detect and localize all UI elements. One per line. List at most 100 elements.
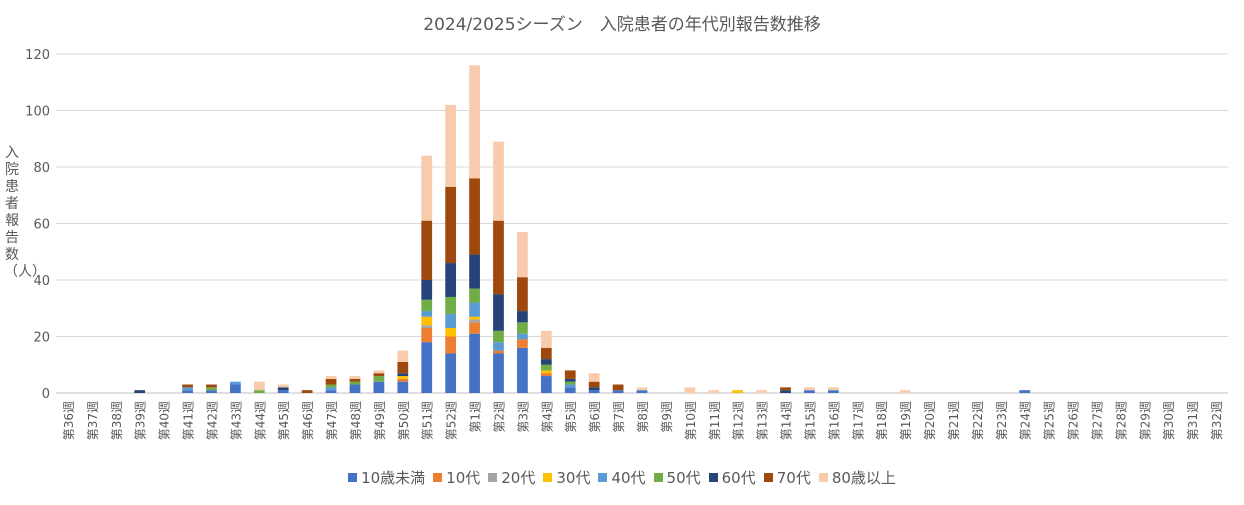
legend-item: 30代 bbox=[543, 467, 590, 488]
legend-label: 50代 bbox=[666, 469, 701, 487]
bar-segment bbox=[206, 384, 217, 388]
legend-item: 40代 bbox=[598, 467, 646, 488]
legend-swatch bbox=[763, 473, 773, 482]
bar-segment bbox=[636, 387, 648, 391]
bar-segment bbox=[469, 254, 480, 289]
bar-segment bbox=[253, 390, 265, 393]
bar-segment bbox=[421, 328, 433, 343]
x-tick-label: 第31週 bbox=[1186, 401, 1200, 440]
bar-segment bbox=[564, 387, 576, 393]
legend-item: 10歳未満 bbox=[348, 467, 425, 488]
legend-label: 30代 bbox=[556, 469, 591, 487]
bar-segment bbox=[349, 381, 361, 385]
x-tick-label: 第29週 bbox=[1138, 401, 1152, 440]
x-tick-label: 第32週 bbox=[1210, 401, 1224, 440]
bar-segment bbox=[780, 390, 791, 393]
bar-segment bbox=[493, 342, 504, 351]
bar-segment bbox=[564, 378, 576, 382]
x-tick-label: 第3週 bbox=[516, 401, 530, 433]
bar-segment bbox=[253, 381, 265, 391]
x-tick-label: 第41週 bbox=[182, 401, 196, 440]
bar-segment bbox=[182, 384, 193, 388]
bar-segment bbox=[349, 378, 361, 382]
bar-segment bbox=[540, 330, 552, 348]
bar-segment bbox=[373, 381, 385, 393]
bar-segment bbox=[230, 384, 241, 393]
bar-segment bbox=[445, 186, 457, 264]
bar-segment bbox=[588, 373, 600, 382]
bar-segment bbox=[325, 387, 337, 391]
bar-segment bbox=[469, 316, 480, 320]
bar-segment bbox=[540, 373, 552, 377]
legend-label: 60代 bbox=[721, 469, 756, 487]
bar-segment bbox=[397, 350, 409, 362]
bar-segment bbox=[588, 387, 600, 391]
x-tick-label: 第42週 bbox=[205, 401, 219, 440]
bar-segment bbox=[493, 294, 504, 331]
bar-segment bbox=[732, 390, 744, 393]
legend-label: 80歳以上 bbox=[831, 469, 896, 487]
bar-segment bbox=[397, 361, 409, 374]
legend-label: 10代 bbox=[446, 469, 481, 487]
x-tick-label: 第48週 bbox=[349, 401, 363, 440]
chart-title: 2024/2025シーズン 入院患者の年代別報告数推移 bbox=[423, 15, 821, 35]
x-tick-label: 第24週 bbox=[1019, 401, 1033, 440]
x-tick-label: 第38週 bbox=[110, 401, 124, 440]
x-tick-label: 第46週 bbox=[301, 401, 315, 440]
x-tick-label: 第13週 bbox=[756, 401, 770, 440]
y-tick-label: 100 bbox=[25, 105, 50, 120]
legend-item: 70代 bbox=[763, 467, 811, 488]
x-tick-label: 第23週 bbox=[995, 401, 1009, 440]
bar-segment bbox=[134, 390, 146, 393]
bar-segment bbox=[325, 376, 337, 379]
bar-segment bbox=[325, 378, 337, 385]
legend-item: 80歳以上 bbox=[818, 467, 896, 488]
x-tick-label: 第4週 bbox=[540, 401, 554, 433]
bar-segment bbox=[517, 231, 528, 278]
bar-segment bbox=[493, 350, 504, 354]
legend-item: 20代 bbox=[488, 467, 535, 488]
bar-segment bbox=[397, 381, 409, 393]
chart-legend: 10歳未満 10代 20代 30代 40代 50代 60代 70代 80歳以上 bbox=[0, 467, 1244, 488]
legend-label: 70代 bbox=[776, 469, 811, 487]
x-tick-label: 第51週 bbox=[421, 401, 435, 440]
bar-segment bbox=[804, 390, 815, 393]
bar-segment bbox=[373, 376, 385, 382]
x-tick-label: 第18週 bbox=[875, 401, 889, 440]
bar-segment bbox=[612, 384, 624, 391]
y-tick-label: 0 bbox=[42, 387, 50, 402]
legend-item: 50代 bbox=[653, 467, 701, 488]
x-tick-label: 第6週 bbox=[588, 401, 602, 433]
bar-segment bbox=[469, 65, 480, 179]
bar-segment bbox=[493, 330, 504, 343]
bar-segment bbox=[708, 390, 720, 393]
x-tick-label: 第25週 bbox=[1043, 401, 1057, 440]
y-tick-label: 20 bbox=[33, 331, 50, 346]
x-tick-label: 第44週 bbox=[253, 401, 267, 440]
legend-item: 10代 bbox=[433, 467, 480, 488]
bar-segment bbox=[469, 178, 480, 255]
bar-segment bbox=[469, 302, 480, 317]
bar-segment bbox=[445, 313, 457, 329]
x-tick-label: 第21週 bbox=[947, 401, 961, 440]
legend-label: 10歳未満 bbox=[361, 469, 426, 487]
bar-segment bbox=[445, 336, 457, 354]
legend-item: 60代 bbox=[708, 467, 756, 488]
bar-segment bbox=[397, 373, 409, 377]
x-tick-label: 第20週 bbox=[923, 401, 937, 440]
bar-segment bbox=[517, 322, 528, 334]
x-tick-label: 第40週 bbox=[158, 401, 172, 440]
bar-segment bbox=[588, 381, 600, 388]
x-tick-label: 第7週 bbox=[612, 401, 626, 433]
bar-segment bbox=[182, 390, 193, 393]
y-tick-label: 80 bbox=[33, 161, 50, 176]
bar-segment bbox=[540, 347, 552, 360]
bar-segment bbox=[445, 263, 457, 297]
bar-segment bbox=[421, 280, 433, 300]
x-tick-label: 第36週 bbox=[62, 401, 76, 440]
x-tick-label: 第30週 bbox=[1162, 401, 1176, 440]
x-tick-label: 第26週 bbox=[1067, 401, 1081, 440]
legend-swatch bbox=[598, 473, 608, 482]
x-tick-label: 第37週 bbox=[86, 401, 100, 440]
x-tick-label: 第17週 bbox=[851, 401, 865, 440]
